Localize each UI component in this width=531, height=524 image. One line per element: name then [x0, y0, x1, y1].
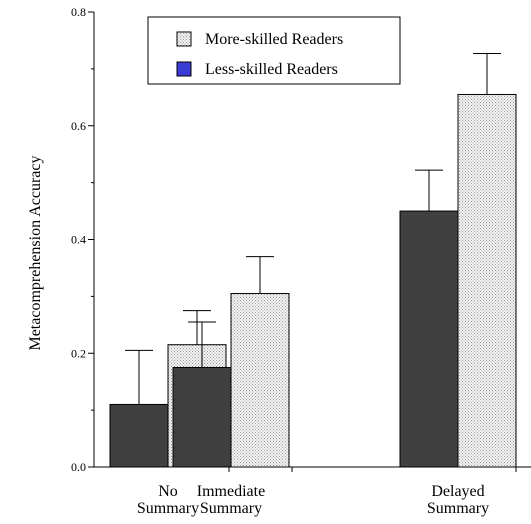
legend: More-skilled Readers Less-skilled Readers: [147, 16, 401, 85]
y-axis-label: Metacomprehension Accuracy: [27, 155, 44, 350]
legend-swatch: [176, 61, 192, 77]
y-axis: 0.0 0.2 0.4 0.6 0.8: [71, 5, 95, 474]
bar-less-skilled: [172, 366, 232, 468]
x-category-label: Summary: [427, 500, 489, 517]
x-category-label: No: [158, 483, 178, 500]
x-category-label: Immediate: [197, 483, 265, 500]
bar-less-skilled: [399, 210, 459, 468]
bar-less-skilled: [109, 403, 169, 468]
y-tick-label: 0.2: [71, 346, 86, 360]
y-tick-label: 0.4: [71, 233, 86, 247]
y-tick-label: 0.0: [71, 460, 86, 474]
y-tick-label: 0.6: [71, 119, 86, 133]
x-category-label: Summary: [200, 500, 262, 517]
bar-more-skilled: [457, 93, 517, 468]
y-tick-label: 0.8: [71, 5, 86, 19]
x-category-label: Delayed: [431, 483, 484, 500]
bar-more-skilled: [230, 293, 290, 468]
legend-swatch: [176, 31, 192, 47]
error-bars: [125, 53, 501, 405]
bars: [109, 93, 517, 468]
legend-label: Less-skilled Readers: [205, 61, 338, 78]
legend-label: More-skilled Readers: [205, 31, 343, 48]
x-category-label: Summary: [137, 500, 199, 517]
